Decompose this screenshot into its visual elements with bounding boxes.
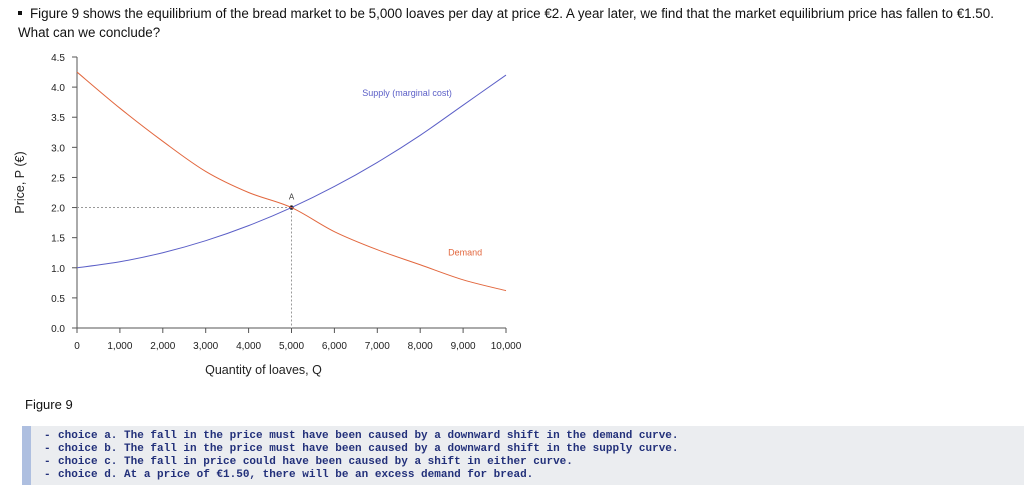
chart-axes: 0.0 0.5 1.0 1.5 2.0 2.5 3.0 3.5 4.0 4.5 0 1,000 2,00… xyxy=(13,53,522,377)
x-tick-label: 3,000 xyxy=(193,341,218,352)
equilibrium-guides xyxy=(77,205,294,328)
y-tick-label: 1.5 xyxy=(51,234,65,245)
x-tick-label: 8,000 xyxy=(408,341,433,352)
y-tick-label: 4.5 xyxy=(51,53,65,64)
x-tick-label: 9,000 xyxy=(451,341,476,352)
choice-b-label: choice b. The fall in the price must hav… xyxy=(58,443,679,455)
y-tick-label: 3.0 xyxy=(51,143,65,154)
choice-a-label: choice a. The fall in the price must hav… xyxy=(58,430,679,442)
x-tick-label: 10,000 xyxy=(491,341,522,352)
choice-a[interactable]: - choice a. The fall in the price must ha… xyxy=(44,430,679,442)
figure-caption: Figure 9 xyxy=(25,397,73,412)
x-tick-label: 1,000 xyxy=(107,341,132,352)
y-tick-label: 0.0 xyxy=(51,324,65,335)
demand-curve-label: Demand xyxy=(448,248,482,258)
y-tick-label: 2.0 xyxy=(51,204,65,215)
choice-c-label: choice c. The fall in price could have b… xyxy=(58,456,573,468)
choice-d[interactable]: - choice d. At a price of €1.50, there wi… xyxy=(44,469,534,481)
equilibrium-label: A xyxy=(289,193,295,202)
choices-panel-accent xyxy=(22,426,31,485)
chart-series xyxy=(76,71,507,292)
chart-labels: A Supply (marginal cost) Demand xyxy=(289,88,482,258)
x-tick-label: 5,000 xyxy=(279,341,304,352)
demand-curve xyxy=(76,71,507,292)
supply-curve xyxy=(76,74,507,269)
x-tick-label: 4,000 xyxy=(236,341,261,352)
y-tick-label: 2.5 xyxy=(51,173,65,184)
bullet-icon xyxy=(18,11,22,16)
x-tick-label: 7,000 xyxy=(365,341,390,352)
y-tick-label: 4.0 xyxy=(51,83,65,94)
choices-list: - choice a. The fall in the price must ha… xyxy=(22,426,1024,482)
y-tick-label: 3.5 xyxy=(51,113,65,124)
equilibrium-chart: 0.0 0.5 1.0 1.5 2.0 2.5 3.0 3.5 4.0 4.5 0 1,000 2,00… xyxy=(13,53,522,377)
choice-d-label: choice d. At a price of €1.50, there wil… xyxy=(58,469,534,481)
x-tick-label: 0 xyxy=(74,341,80,352)
x-tick-label: 6,000 xyxy=(322,341,347,352)
question-text: Figure 9 shows the equilibrium of the br… xyxy=(18,6,994,40)
choices-panel: - choice a. The fall in the price must ha… xyxy=(22,426,1024,485)
x-axis-title: Quantity of loaves, Q xyxy=(205,363,322,377)
choice-c[interactable]: - choice c. The fall in price could have … xyxy=(44,456,573,468)
question: Figure 9 shows the equilibrium of the br… xyxy=(18,4,1018,42)
choice-b[interactable]: - choice b. The fall in the price must ha… xyxy=(44,443,679,455)
y-axis-title: Price, P (€) xyxy=(13,151,27,213)
chart-container: 0.0 0.5 1.0 1.5 2.0 2.5 3.0 3.5 4.0 4.5 0 1,000 2,00… xyxy=(0,40,540,390)
y-tick-label: 1.0 xyxy=(51,264,65,275)
supply-curve-label: Supply (marginal cost) xyxy=(362,88,452,98)
y-tick-label: 0.5 xyxy=(51,294,65,305)
x-tick-label: 2,000 xyxy=(150,341,175,352)
